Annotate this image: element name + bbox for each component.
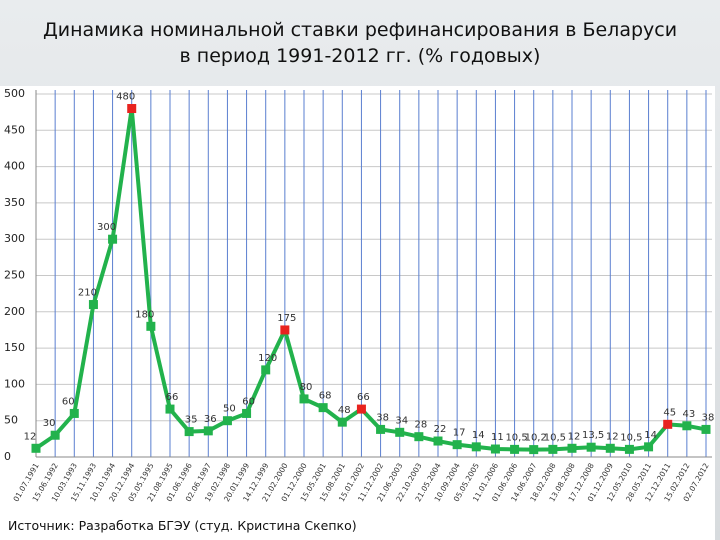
marker — [490, 444, 500, 454]
value-label: 300 — [97, 222, 116, 233]
marker — [529, 445, 539, 455]
marker — [452, 440, 462, 450]
marker — [414, 432, 424, 442]
value-label: 10,5 — [620, 432, 642, 443]
marker — [376, 424, 386, 434]
value-label: 38 — [376, 412, 389, 423]
value-label: 14 — [472, 430, 485, 441]
marker — [50, 430, 60, 440]
value-label: 10,5 — [544, 432, 566, 443]
value-label: 48 — [338, 405, 351, 416]
value-label: 60 — [242, 396, 255, 407]
y-tick-label: 50 — [4, 414, 18, 427]
marker — [624, 444, 634, 454]
marker — [356, 404, 366, 414]
chart-title: в период 1991-2012 гг. (% годовых) — [180, 45, 541, 67]
y-tick-label: 200 — [4, 305, 25, 318]
value-label: 12 — [606, 431, 619, 442]
value-label: 80 — [300, 382, 313, 393]
value-label: 17 — [453, 428, 466, 439]
value-label: 22 — [434, 424, 447, 435]
y-tick-label: 500 — [4, 87, 25, 100]
y-tick-label: 150 — [4, 341, 25, 354]
y-tick-label: 250 — [4, 269, 25, 282]
value-label: 11 — [491, 432, 504, 443]
value-label: 60 — [62, 396, 75, 407]
marker — [567, 443, 577, 453]
marker — [510, 444, 520, 454]
marker — [663, 419, 673, 429]
marker — [222, 416, 232, 426]
marker — [127, 104, 137, 114]
value-label: 12 — [24, 431, 37, 442]
marker — [395, 427, 405, 437]
value-label: 68 — [319, 391, 332, 402]
value-label: 14 — [644, 430, 657, 441]
marker — [318, 403, 328, 413]
marker — [261, 365, 271, 375]
value-label: 210 — [78, 288, 97, 299]
value-label: 180 — [135, 309, 154, 320]
chart-title: Динамика номинальной ставки рефинансиров… — [43, 19, 677, 41]
value-label: 38 — [702, 412, 715, 423]
marker — [88, 300, 98, 310]
marker — [701, 424, 711, 434]
y-tick-label: 400 — [4, 160, 25, 173]
value-label: 66 — [357, 392, 370, 403]
marker — [242, 408, 252, 418]
source: Источник: Разработка БГЭУ (студ. Кристин… — [8, 518, 357, 533]
marker — [146, 321, 156, 331]
marker — [184, 427, 194, 437]
value-label: 12 — [568, 431, 581, 442]
marker — [299, 394, 309, 404]
source-box — [2, 512, 350, 538]
marker — [337, 417, 347, 427]
value-label: 35 — [185, 415, 198, 426]
value-label: 50 — [223, 404, 236, 415]
value-label: 480 — [116, 92, 135, 103]
marker — [548, 444, 558, 454]
marker — [108, 234, 118, 244]
plot-background — [0, 86, 715, 540]
marker — [471, 442, 481, 452]
marker — [203, 426, 213, 436]
value-label: 28 — [414, 420, 427, 431]
marker — [644, 442, 654, 452]
y-tick-label: 350 — [4, 196, 25, 209]
marker — [586, 442, 596, 452]
value-label: 43 — [682, 409, 695, 420]
y-tick-label: 100 — [4, 377, 25, 390]
value-label: 36 — [204, 414, 217, 425]
value-label: 120 — [258, 353, 277, 364]
marker — [31, 443, 41, 453]
y-tick-label: 300 — [4, 232, 25, 245]
marker — [69, 408, 79, 418]
value-label: 34 — [395, 415, 408, 426]
value-label: 45 — [663, 407, 676, 418]
y-tick-label: 450 — [4, 123, 25, 136]
marker — [682, 421, 692, 431]
y-tick-label: 0 — [4, 450, 11, 463]
value-label: 10,2 — [525, 433, 547, 444]
value-label: 175 — [277, 313, 296, 324]
value-label: 10,5 — [505, 432, 527, 443]
marker — [605, 443, 615, 453]
value-label: 66 — [166, 392, 179, 403]
marker — [165, 404, 175, 414]
value-label: 30 — [43, 418, 56, 429]
marker — [280, 325, 290, 335]
marker — [433, 436, 443, 446]
value-label: 13,5 — [582, 430, 604, 441]
